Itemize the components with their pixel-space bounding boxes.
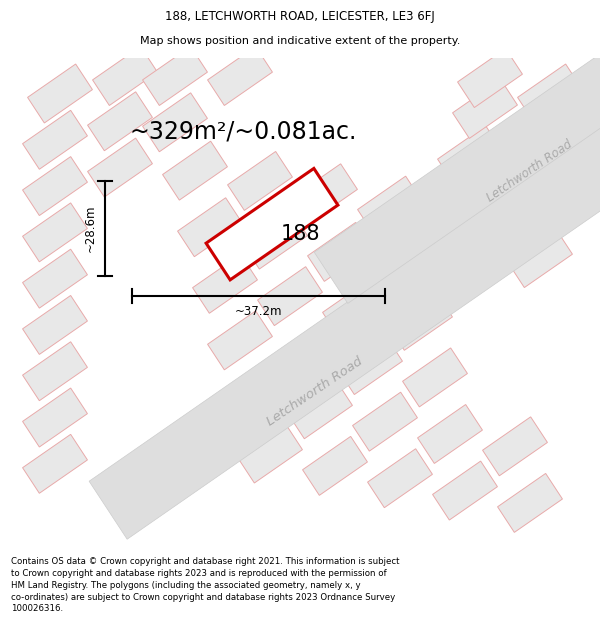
Polygon shape [208,46,272,106]
Text: Map shows position and indicative extent of the property.: Map shows position and indicative extent… [140,36,460,46]
Polygon shape [178,198,242,257]
Polygon shape [403,348,467,407]
Polygon shape [353,392,418,451]
Text: ~37.2m: ~37.2m [235,305,282,318]
Polygon shape [23,111,88,169]
Polygon shape [458,49,523,108]
Polygon shape [163,141,227,200]
Polygon shape [508,172,572,231]
Polygon shape [88,92,152,151]
Polygon shape [143,46,208,106]
Polygon shape [437,172,502,231]
Polygon shape [23,157,88,216]
Text: Letchworth Road: Letchworth Road [485,138,575,204]
Polygon shape [338,336,403,394]
Polygon shape [437,126,502,185]
Polygon shape [227,151,292,211]
Polygon shape [272,323,337,382]
Polygon shape [23,249,88,308]
Polygon shape [418,404,482,464]
Text: ~28.6m: ~28.6m [83,204,97,252]
Polygon shape [206,168,338,280]
Polygon shape [23,388,88,447]
Polygon shape [497,473,562,532]
Polygon shape [23,342,88,401]
Polygon shape [433,461,497,520]
Text: ~329m²/~0.081ac.: ~329m²/~0.081ac. [130,119,358,144]
Polygon shape [89,90,600,539]
Polygon shape [373,235,437,294]
Polygon shape [308,222,373,281]
Polygon shape [23,296,88,354]
Text: Contains OS data © Crown copyright and database right 2021. This information is : Contains OS data © Crown copyright and d… [11,557,400,613]
Polygon shape [28,64,92,123]
Polygon shape [503,111,568,169]
Polygon shape [23,434,88,493]
Polygon shape [223,368,287,426]
Polygon shape [302,436,367,496]
Polygon shape [293,164,358,222]
Polygon shape [388,291,452,350]
Polygon shape [314,0,600,303]
Text: 188: 188 [280,224,320,244]
Polygon shape [452,79,517,138]
Polygon shape [242,210,307,269]
Polygon shape [143,93,208,152]
Polygon shape [23,203,88,262]
Polygon shape [482,417,547,476]
Polygon shape [368,449,433,508]
Polygon shape [238,424,302,483]
Polygon shape [358,176,422,235]
Polygon shape [287,380,352,439]
Polygon shape [508,229,572,288]
Text: Letchworth Road: Letchworth Road [265,355,365,429]
Polygon shape [323,279,388,338]
Polygon shape [92,46,157,106]
Polygon shape [448,218,512,278]
Polygon shape [518,64,583,123]
Polygon shape [257,267,322,326]
Text: 188, LETCHWORTH ROAD, LEICESTER, LE3 6FJ: 188, LETCHWORTH ROAD, LEICESTER, LE3 6FJ [165,9,435,22]
Polygon shape [208,311,272,370]
Polygon shape [193,254,257,313]
Polygon shape [88,138,152,197]
